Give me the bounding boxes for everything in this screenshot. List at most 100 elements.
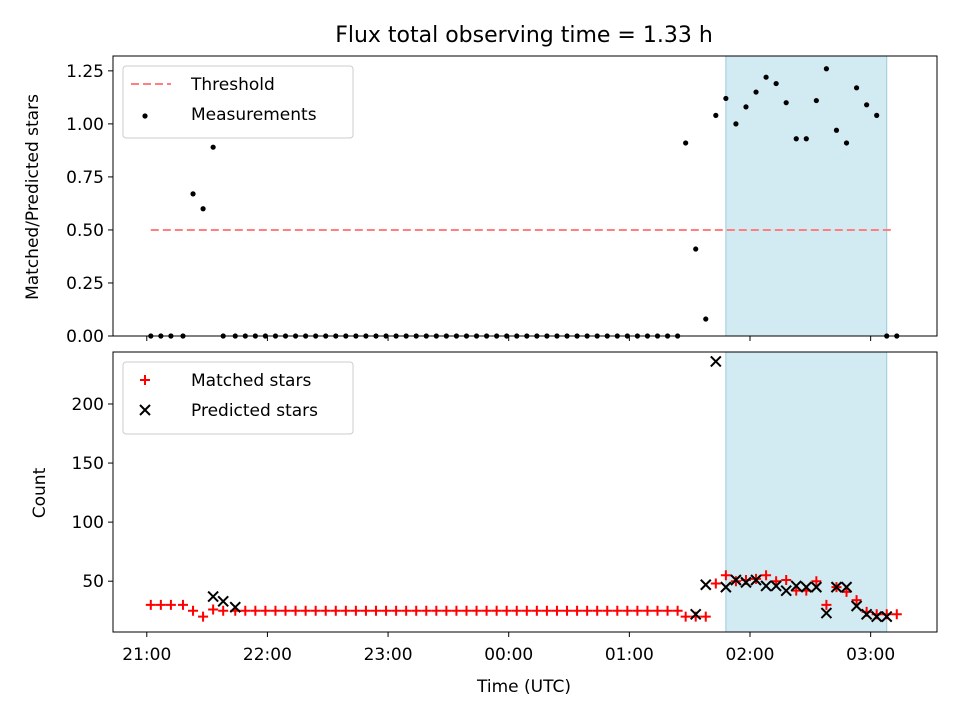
predicted-stars-point — [740, 576, 752, 589]
matched-stars-point — [781, 575, 792, 586]
matched-stars-point — [198, 611, 209, 622]
measurement-point — [843, 140, 850, 146]
predicted-stars-point — [217, 595, 229, 607]
y-tick-label: 0.00 — [66, 327, 104, 347]
measurement-point — [823, 66, 830, 72]
measurement-point — [733, 121, 739, 127]
matched-stars-point — [602, 605, 613, 616]
matched-stars-point — [761, 570, 772, 581]
matched-stars-point — [612, 605, 623, 616]
measurement-point — [833, 127, 840, 133]
matched-stars-point — [551, 605, 562, 616]
matched-stars-point — [330, 605, 341, 616]
measurement-point — [874, 112, 880, 118]
matched-stars-point — [401, 605, 412, 616]
x-axis-label: Time (UTC) — [476, 677, 571, 697]
predicted-stars-point — [820, 607, 833, 619]
predicted-stars-point — [800, 581, 813, 593]
x-tick-label: 02:00 — [726, 645, 775, 665]
measurement-point — [713, 112, 719, 118]
x-tick-label: 03:00 — [846, 645, 895, 665]
predicted-stars-point — [770, 580, 782, 592]
matched-stars-point — [290, 605, 301, 616]
matched-stars-point — [391, 605, 402, 616]
highlight-span — [725, 352, 887, 632]
matched-stars-point — [582, 605, 593, 616]
predicted-stars-point — [750, 574, 762, 586]
predicted-stars-point — [720, 581, 732, 593]
matched-stars-point — [700, 611, 711, 622]
predicted-stars-point — [690, 608, 702, 620]
matched-stars-point — [491, 605, 502, 616]
legend-matched-swatch — [140, 375, 150, 385]
matched-stars-point — [340, 605, 351, 616]
predicted-stars-point — [870, 610, 883, 623]
measurement-point — [693, 246, 699, 252]
matched-stars-point — [680, 611, 691, 622]
matched-stars-point — [572, 605, 583, 616]
matched-stars-point — [300, 605, 311, 616]
matched-stars-point — [851, 595, 862, 606]
chart-title: Flux total observing time = 1.33 h — [335, 23, 713, 48]
matched-stars-point — [541, 605, 552, 616]
measurement-point — [753, 89, 759, 95]
measurement-point — [743, 104, 749, 110]
matched-stars-point — [280, 605, 291, 616]
predicted-stars-point — [840, 581, 853, 593]
matched-stars-point — [260, 605, 271, 616]
matched-stars-point — [622, 605, 633, 616]
measurement-point — [200, 206, 206, 212]
measurement-point — [864, 102, 870, 108]
matched-stars-point — [218, 605, 229, 616]
y-tick-label: 1.25 — [66, 62, 104, 82]
matched-stars-point — [270, 605, 281, 616]
matched-stars-point — [240, 605, 251, 616]
matched-stars-point — [188, 605, 199, 616]
matched-stars-point — [891, 609, 902, 620]
matched-stars-point — [360, 605, 371, 616]
measurement-point — [763, 74, 769, 80]
matched-stars-point — [511, 605, 522, 616]
legend-label: Predicted stars — [191, 401, 318, 421]
y-tick-label: 0.75 — [66, 168, 104, 188]
matched-stars-point — [811, 576, 822, 587]
measurement-point — [683, 140, 689, 146]
matched-stars-point — [208, 604, 219, 615]
matched-stars-point — [642, 605, 653, 616]
y-tick-label: 1.00 — [66, 115, 104, 135]
y-tick-label: 50 — [82, 572, 104, 592]
y-tick-label: 200 — [72, 395, 104, 415]
axes-frame — [112, 55, 938, 337]
matched-stars-point — [672, 605, 683, 616]
matched-stars-point — [177, 599, 188, 610]
legend-predicted-swatch — [139, 404, 151, 416]
x-tick-label: 23:00 — [364, 645, 413, 665]
top-panel: 0.00 0.25 0.50 0.75 1.00 1.25 Threshold Measure… — [66, 55, 938, 347]
matched-stars-point — [421, 605, 432, 616]
matched-stars-point — [662, 605, 673, 616]
matched-stars-point — [481, 605, 492, 616]
matched-stars-point — [371, 605, 382, 616]
highlight-span — [725, 56, 887, 336]
legend-label: Matched stars — [191, 371, 311, 391]
bottom-y-axis-label: Count — [30, 467, 50, 518]
predicted-stars-point — [229, 601, 241, 613]
matched-stars-point — [461, 605, 472, 616]
predicted-stars-point — [790, 580, 802, 592]
matched-stars-point — [165, 599, 176, 610]
matched-stars-point — [821, 599, 832, 610]
matched-stars-point — [521, 605, 532, 616]
legend-box — [122, 361, 354, 435]
matched-stars-point — [562, 605, 573, 616]
predicted-stars-point — [780, 584, 792, 597]
x-tick-label: 21:00 — [122, 645, 171, 665]
matched-stars-point — [592, 605, 603, 616]
matched-stars-point — [441, 605, 452, 616]
x-tick-label: 01:00 — [605, 645, 654, 665]
predicted-stars-point — [881, 610, 893, 623]
measurement-point — [803, 136, 809, 142]
matched-stars-point — [310, 605, 321, 616]
predicted-stars-point — [207, 590, 219, 603]
measurement-point — [773, 80, 779, 87]
measurement-point — [210, 144, 216, 150]
